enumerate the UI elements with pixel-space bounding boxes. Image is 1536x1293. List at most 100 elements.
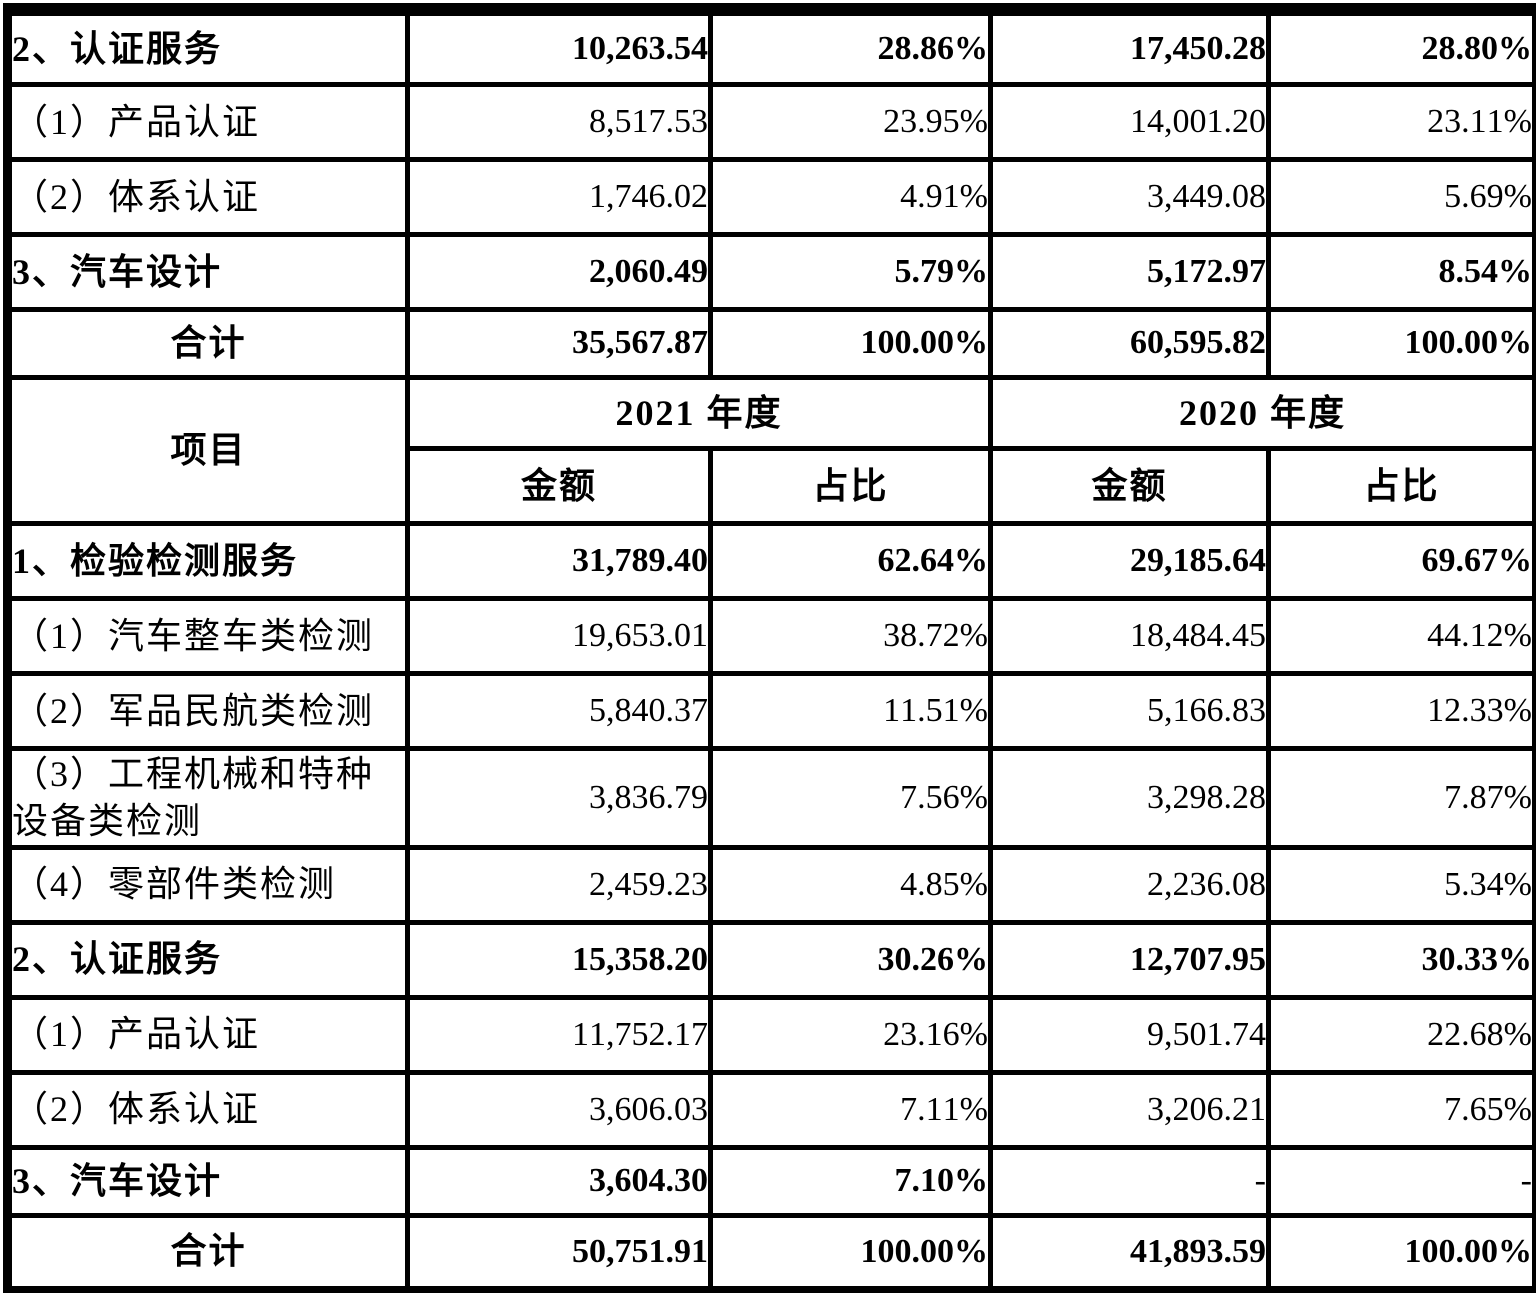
ratio-2020-cell: 69.67%	[1266, 521, 1536, 601]
ratio-2021-cell: 4.91%	[708, 157, 993, 237]
ratio-2021-cell: 7.56%	[708, 746, 993, 850]
amount-2021-cell: 15,358.20	[405, 919, 713, 1000]
amount-2020-cell: 5,166.83	[988, 671, 1271, 751]
table-row: （4）零部件类检测 2,459.23 4.85% 2,236.08 5.34%	[5, 844, 1536, 925]
table-row: （3）工程机械和特种 设备类检测 3,836.79 7.56% 3,298.28…	[5, 746, 1536, 850]
amount-2021-cell: 3,606.03	[405, 1069, 713, 1150]
amount-2021-cell: 3,836.79	[405, 746, 713, 850]
amount-2021-cell: 35,567.87	[405, 307, 713, 380]
ratio-2020-cell: 7.87%	[1266, 746, 1536, 850]
header-year-2021-cell: 2021 年度	[405, 375, 993, 451]
ratio-2020-cell: 28.80%	[1266, 7, 1536, 87]
table-row: （2）军品民航类检测 5,840.37 11.51% 5,166.83 12.3…	[5, 671, 1536, 751]
table-row: 2、认证服务 10,263.54 28.86% 17,450.28 28.80%	[5, 7, 1536, 87]
table-row: 3、汽车设计 3,604.30 7.10% - -	[5, 1144, 1536, 1218]
amount-2021-cell: 3,604.30	[405, 1144, 713, 1218]
table-row: （1）产品认证 8,517.53 23.95% 14,001.20 23.11%	[5, 82, 1536, 162]
amount-2021-cell: 5,840.37	[405, 671, 713, 751]
item-label-cell: 3、汽车设计	[5, 1144, 410, 1218]
ratio-2020-cell: 44.12%	[1266, 596, 1536, 676]
ratio-2020-cell: 100.00%	[1266, 307, 1536, 380]
amount-2020-cell: 60,595.82	[988, 307, 1271, 380]
ratio-2020-cell: 7.65%	[1266, 1069, 1536, 1150]
ratio-2020-cell: 5.34%	[1266, 844, 1536, 925]
item-label-cell: （4）零部件类检测	[5, 844, 410, 925]
ratio-2021-cell: 7.11%	[708, 1069, 993, 1150]
amount-2020-cell: 12,707.95	[988, 919, 1271, 1000]
amount-2021-cell: 50,751.91	[405, 1212, 713, 1293]
ratio-2020-cell: 12.33%	[1266, 671, 1536, 751]
amount-2020-cell: -	[988, 1144, 1271, 1218]
table-row-total: 合计 35,567.87 100.00% 60,595.82 100.00%	[5, 307, 1536, 380]
table-row: 2、认证服务 15,358.20 30.26% 12,707.95 30.33%	[5, 919, 1536, 1000]
item-label-cell: 合计	[5, 1212, 410, 1293]
amount-2020-cell: 3,206.21	[988, 1069, 1271, 1150]
item-label-cell: （1）汽车整车类检测	[5, 596, 410, 676]
amount-2021-cell: 19,653.01	[405, 596, 713, 676]
amount-2020-cell: 3,298.28	[988, 746, 1271, 850]
ratio-2020-cell: 23.11%	[1266, 82, 1536, 162]
amount-2020-cell: 14,001.20	[988, 82, 1271, 162]
table-header-row: 金额 占比 金额 占比	[8, 446, 1536, 526]
ratio-2020-cell: 22.68%	[1266, 994, 1536, 1075]
ratio-2021-cell: 100.00%	[708, 1212, 993, 1293]
amount-2021-cell: 31,789.40	[405, 521, 713, 601]
header-ratio-2021-cell: 占比	[708, 446, 993, 526]
ratio-2021-cell: 30.26%	[708, 919, 993, 1000]
table-row: （1）产品认证 11,752.17 23.16% 9,501.74 22.68%	[5, 994, 1536, 1075]
item-label-cell: 2、认证服务	[5, 919, 410, 1000]
table-row: 1、检验检测服务 31,789.40 62.64% 29,185.64 69.6…	[5, 521, 1536, 601]
amount-2021-cell: 11,752.17	[405, 994, 713, 1075]
item-label-cell: （2）体系认证	[5, 157, 410, 237]
ratio-2021-cell: 23.16%	[708, 994, 993, 1075]
item-label-cell: （1）产品认证	[5, 82, 410, 162]
ratio-2021-cell: 4.85%	[708, 844, 993, 925]
table-row: （2）体系认证 3,606.03 7.11% 3,206.21 7.65%	[5, 1069, 1536, 1150]
item-label-cell: （2）军品民航类检测	[5, 671, 410, 751]
header-amount-2020-cell: 金额	[988, 446, 1271, 526]
ratio-2021-cell: 28.86%	[708, 7, 993, 87]
item-label-cell: 1、检验检测服务	[5, 521, 410, 601]
amount-2020-cell: 5,172.97	[988, 232, 1271, 312]
ratio-2021-cell: 62.64%	[708, 521, 993, 601]
item-label-cell: （3）工程机械和特种 设备类检测	[5, 746, 410, 850]
header-amount-2021-cell: 金额	[405, 446, 713, 526]
table-row: （2）体系认证 1,746.02 4.91% 3,449.08 5.69%	[5, 157, 1536, 237]
table-row: （1）汽车整车类检测 19,653.01 38.72% 18,484.45 44…	[5, 596, 1536, 676]
amount-2021-cell: 8,517.53	[405, 82, 713, 162]
table-row: 3、汽车设计 2,060.49 5.79% 5,172.97 8.54%	[5, 232, 1536, 312]
ratio-2020-cell: 100.00%	[1266, 1212, 1536, 1293]
ratio-2020-cell: -	[1266, 1144, 1536, 1218]
item-label-cell: 3、汽车设计	[5, 232, 410, 312]
header-year-2020-cell: 2020 年度	[988, 375, 1536, 451]
ratio-2021-cell: 38.72%	[708, 596, 993, 676]
ratio-2021-cell: 11.51%	[708, 671, 993, 751]
item-label-cell: （2）体系认证	[5, 1069, 410, 1150]
ratio-2020-cell: 5.69%	[1266, 157, 1536, 237]
header-item-cell: 项目	[5, 375, 410, 526]
ratio-2021-cell: 23.95%	[708, 82, 993, 162]
ratio-2020-cell: 8.54%	[1266, 232, 1536, 312]
amount-2020-cell: 18,484.45	[988, 596, 1271, 676]
table-row-total: 合计 50,751.91 100.00% 41,893.59 100.00%	[5, 1212, 1536, 1293]
ratio-2021-cell: 100.00%	[708, 307, 993, 380]
amount-2020-cell: 9,501.74	[988, 994, 1271, 1075]
amount-2021-cell: 10,263.54	[405, 7, 713, 87]
item-label-cell: 合计	[5, 307, 410, 380]
ratio-2021-cell: 5.79%	[708, 232, 993, 312]
amount-2020-cell: 17,450.28	[988, 7, 1271, 87]
ratio-2021-cell: 7.10%	[708, 1144, 993, 1218]
header-ratio-2020-cell: 占比	[1266, 446, 1536, 526]
ratio-2020-cell: 30.33%	[1266, 919, 1536, 1000]
item-label-cell: （1）产品认证	[5, 994, 410, 1075]
item-label-cell: 2、认证服务	[5, 7, 410, 87]
amount-2020-cell: 2,236.08	[988, 844, 1271, 925]
revenue-breakdown-table: 2、认证服务 10,263.54 28.86% 17,450.28 28.80%…	[3, 3, 1536, 1293]
amount-2020-cell: 41,893.59	[988, 1212, 1271, 1293]
amount-2021-cell: 2,060.49	[405, 232, 713, 312]
amount-2021-cell: 2,459.23	[405, 844, 713, 925]
amount-2020-cell: 29,185.64	[988, 521, 1271, 601]
table-header-row: 项目 2021 年度 2020 年度	[5, 375, 1536, 526]
amount-2020-cell: 3,449.08	[988, 157, 1271, 237]
amount-2021-cell: 1,746.02	[405, 157, 713, 237]
